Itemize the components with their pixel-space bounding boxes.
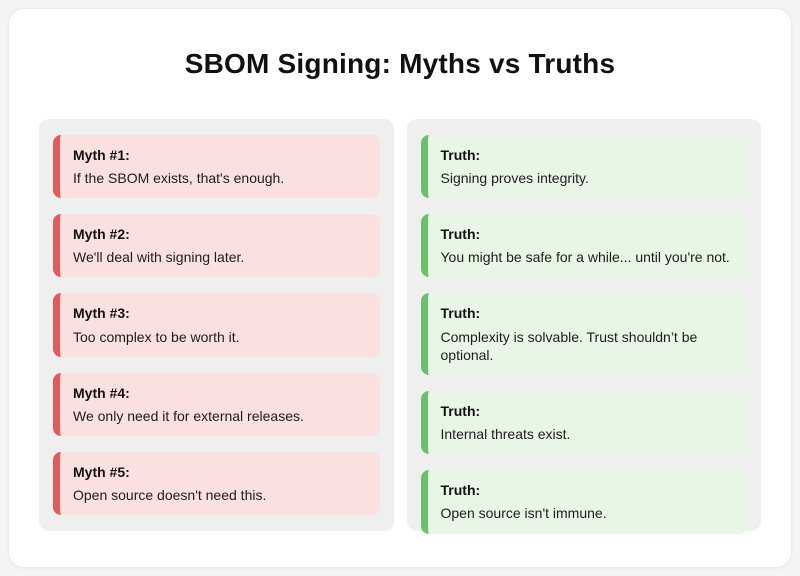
truth-card-4: Truth: Internal threats exist. [420,390,747,455]
myths-column: Myth #1: If the SBOM exists, that's enou… [39,118,394,531]
truth-card-1: Truth: Signing proves integrity. [420,134,747,198]
truth-card-5: Truth: Open source isn't immune. [420,470,747,534]
truth-label: Truth: [440,402,481,419]
myth-card-4: Myth #4: We only need it for external re… [53,372,380,437]
myth-text: If the SBOM exists, that's enough. [73,169,285,186]
page-title: SBOM Signing: Myths vs Truths [184,48,616,79]
truth-label: Truth: [440,305,481,322]
myth-card-2: Myth #2: We'll deal with signing later. [53,213,380,278]
myth-card-3: Myth #3: Too complex to be worth it. [53,293,380,357]
truth-text: Signing proves integrity. [440,169,589,186]
truth-text: Open source isn't immune. [440,505,607,522]
myth-text: We only need it for external releases. [73,407,304,424]
truth-text: Internal threats exist. [440,426,571,443]
myth-label: Myth #2: [73,225,130,242]
myth-label: Myth #3: [73,305,130,322]
truth-label: Truth: [440,482,481,499]
content-panel: SBOM Signing: Myths vs Truths Myth #1: I… [8,8,792,568]
myth-text: We'll deal with signing later. [73,249,245,266]
myth-card-5: Myth #5: Open source doesn't need this. [53,452,380,516]
truth-label: Truth: [440,146,481,163]
myth-text: Open source doesn't need this. [73,487,267,504]
truth-label: Truth: [440,225,481,242]
truth-text: Complexity is solvable. Trust shouldn’t … [440,328,698,363]
myth-label: Myth #5: [73,464,130,481]
myth-label: Myth #1: [73,146,130,163]
myth-label: Myth #4: [73,384,130,401]
columns-wrapper: Myth #1: If the SBOM exists, that's enou… [39,118,761,534]
truth-text: You might be safe for a while... until y… [440,249,730,266]
myth-card-1: Myth #1: If the SBOM exists, that's enou… [53,134,380,198]
truths-column: Truth: Signing proves integrity. Truth: … [406,118,761,534]
truth-card-2: Truth: You might be safe for a while... … [420,213,747,278]
myth-text: Too complex to be worth it. [73,328,240,345]
truth-card-3: Truth: Complexity is solvable. Trust sho… [420,293,747,375]
